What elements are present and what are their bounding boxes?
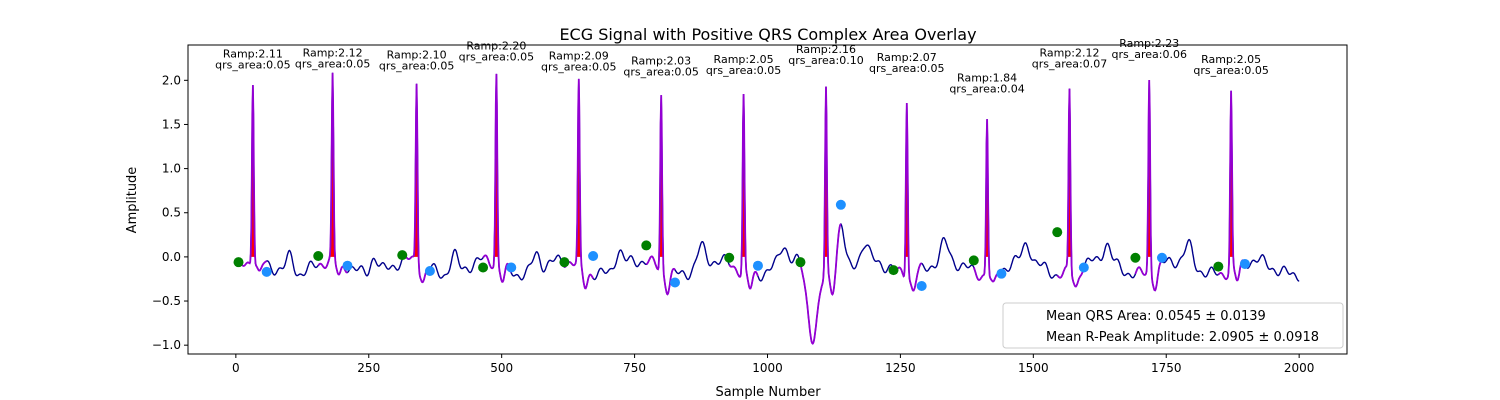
offset-marker-12 — [1156, 252, 1167, 263]
x-tick-label-750: 750 — [623, 361, 646, 375]
x-tick-label-1750: 1750 — [1151, 361, 1182, 375]
onset-marker-12 — [1130, 252, 1141, 263]
ramp-annotation-6: Ramp:2.03 — [631, 55, 691, 68]
y-tick-label-2: 0.0 — [162, 250, 181, 264]
offset-marker-13 — [1239, 258, 1250, 269]
onset-marker-13 — [1213, 261, 1224, 272]
offset-marker-9 — [916, 281, 927, 292]
ramp-annotation-1: Ramp:2.11 — [223, 48, 283, 61]
qrs-segment-6 — [645, 95, 676, 296]
qrs-area-fill-4 — [491, 73, 502, 257]
ramp-annotation-5: Ramp:2.09 — [549, 49, 609, 62]
qrs-area-annotation-3: qrs_area:0.05 — [379, 59, 454, 72]
x-tick-label-1250: 1250 — [885, 361, 916, 375]
y-tick-label-1: −0.5 — [152, 294, 181, 308]
qrs-area-annotation-7: qrs_area:0.05 — [706, 64, 781, 77]
offset-marker-4 — [506, 262, 517, 273]
onset-marker-3 — [397, 250, 408, 261]
legend: Mean QRS Area: 0.0545 ± 0.0139 Mean R-Pe… — [1002, 302, 1344, 349]
ramp-annotation-9: Ramp:2.07 — [877, 51, 937, 64]
legend-entry-r-peak: Mean R-Peak Amplitude: 2.0905 ± 0.0918 — [1046, 330, 1319, 345]
qrs-segment-10 — [972, 119, 1003, 283]
qrs-area-fill-8 — [820, 86, 832, 257]
x-tick-label-2000: 2000 — [1284, 361, 1315, 375]
ramp-annotation-11: Ramp:2.12 — [1039, 47, 1099, 60]
qrs-area-annotation-12: qrs_area:0.06 — [1111, 48, 1186, 61]
ramp-annotation-2: Ramp:2.12 — [303, 47, 363, 60]
qrs-area-annotation-9: qrs_area:0.05 — [869, 62, 944, 75]
onset-marker-5 — [559, 257, 570, 268]
y-tick-label-4: 1.0 — [162, 162, 181, 176]
qrs-area-annotation-1: qrs_area:0.05 — [215, 59, 290, 72]
onset-marker-6 — [641, 240, 652, 251]
y-tick-label-3: 0.5 — [162, 206, 181, 220]
y-tick-label-6: 2.0 — [162, 73, 181, 87]
onset-marker-10 — [968, 255, 979, 266]
onset-marker-4 — [478, 262, 489, 273]
y-tick-label-5: 1.5 — [162, 117, 181, 131]
offset-marker-8 — [835, 199, 846, 210]
qrs-segment-1 — [237, 85, 268, 272]
qrs-area-fill-13 — [1225, 90, 1237, 257]
qrs-segment-9 — [892, 102, 922, 292]
x-axis-label: Sample Number — [715, 385, 821, 400]
offset-marker-10 — [996, 268, 1007, 279]
onset-marker-1 — [233, 257, 244, 268]
qrs-segment-8 — [799, 86, 842, 345]
legend-entry-qrs-area: Mean QRS Area: 0.0545 ± 0.0139 — [1046, 309, 1266, 324]
qrs-area-fill-11 — [1064, 88, 1075, 257]
qrs-area-fill-1 — [247, 85, 259, 257]
qrs-area-fill-3 — [411, 83, 422, 257]
onset-marker-8 — [795, 257, 806, 268]
qrs-segment-4 — [482, 73, 513, 283]
legend-box — [1002, 302, 1344, 349]
chart-title: ECG Signal with Positive QRS Complex Are… — [559, 25, 976, 44]
qrs-area-annotation-2: qrs_area:0.05 — [295, 58, 370, 71]
onset-marker-11 — [1052, 227, 1063, 238]
qrs-area-annotation-6: qrs_area:0.05 — [623, 66, 698, 79]
qrs-area-fill-10 — [981, 119, 993, 257]
x-tick-label-1000: 1000 — [752, 361, 783, 375]
qrs-area-fill-9 — [901, 103, 913, 257]
qrs-area-fill-12 — [1143, 80, 1155, 257]
qrs-segment-7 — [728, 93, 759, 290]
qrs-area-fill-7 — [738, 94, 749, 257]
ramp-annotation-12: Ramp:2.23 — [1119, 37, 1179, 50]
x-tick-label-500: 500 — [490, 361, 513, 375]
offset-marker-11 — [1078, 262, 1089, 273]
onset-marker-7 — [724, 252, 735, 263]
offset-marker-2 — [342, 260, 353, 271]
x-tick-label-1500: 1500 — [1018, 361, 1049, 375]
ramp-annotation-4: Ramp:2.20 — [466, 40, 526, 53]
ramp-annotation-7: Ramp:2.05 — [714, 53, 774, 66]
y-tick-label-0: −1.0 — [152, 338, 181, 352]
qrs-area-annotation-10: qrs_area:0.04 — [949, 82, 1024, 95]
offset-marker-1 — [261, 266, 272, 277]
offset-marker-3 — [424, 266, 435, 277]
qrs-area-fill-6 — [655, 95, 667, 257]
qrs-area-annotation-13: qrs_area:0.05 — [1193, 64, 1268, 77]
y-axis-label: Amplitude — [125, 167, 140, 234]
qrs-segment-3 — [401, 83, 431, 284]
ramp-annotation-3: Ramp:2.10 — [387, 48, 447, 61]
offset-marker-5 — [588, 251, 599, 262]
qrs-area-fill-2 — [327, 72, 338, 257]
offset-marker-7 — [752, 260, 763, 271]
x-tick-label-250: 250 — [357, 361, 380, 375]
ramp-annotation-13: Ramp:2.05 — [1201, 53, 1261, 66]
ramp-annotation-10: Ramp:1.84 — [957, 71, 1017, 84]
qrs-area-annotation-4: qrs_area:0.05 — [459, 51, 534, 64]
qrs-area-annotation-5: qrs_area:0.05 — [541, 60, 616, 73]
qrs-segment-12 — [1134, 79, 1162, 292]
offset-marker-6 — [669, 277, 680, 288]
qrs-area-annotation-8: qrs_area:0.10 — [788, 54, 863, 67]
onset-marker-9 — [888, 265, 899, 276]
qrs-area-fill-5 — [573, 78, 585, 257]
x-tick-label-0: 0 — [232, 361, 240, 375]
onset-marker-2 — [313, 251, 324, 262]
qrs-area-annotation-11: qrs_area:0.07 — [1032, 58, 1107, 71]
qrs-segment-11 — [1056, 88, 1085, 288]
ramp-annotation-8: Ramp:2.16 — [796, 43, 856, 56]
